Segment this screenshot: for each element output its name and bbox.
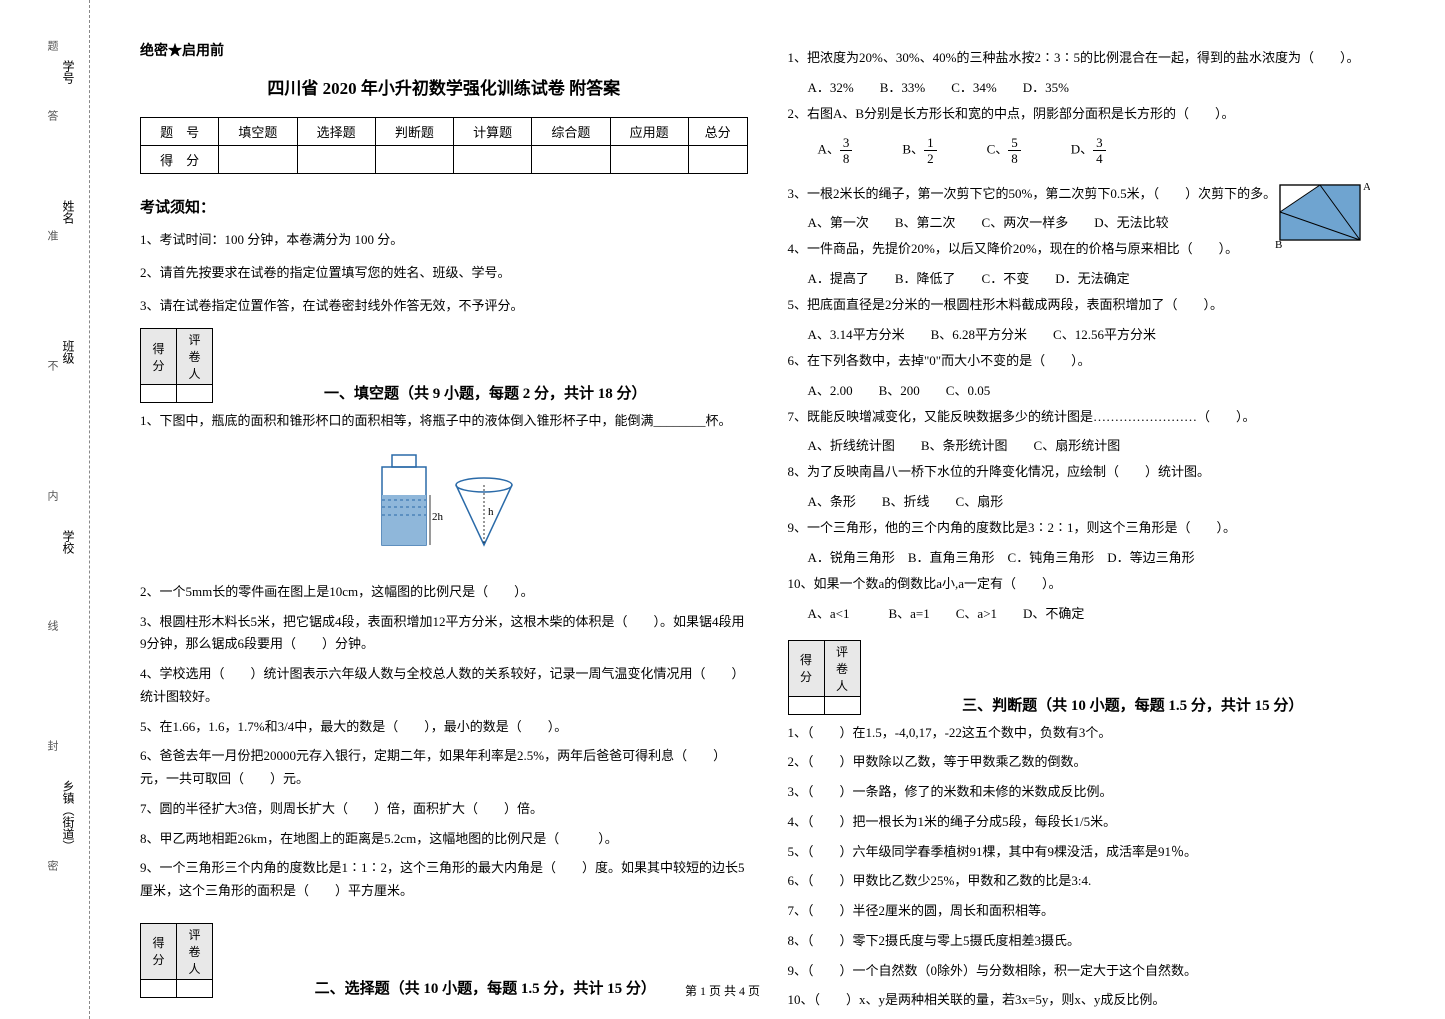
options: A、2.00 B、200 C、0.05 [808,380,1396,399]
opt-label: B、 [902,141,924,156]
right-column: 1、把浓度为20%、30%、40%的三种盐水按2∶3∶5的比例混合在一起，得到的… [768,40,1416,989]
options: A．提高了 B．降低了 C．不变 D．无法确定 [808,268,1396,287]
mini-h: 得分 [141,923,177,979]
mini-h: 评卷人 [177,329,213,385]
section-title: 三、判断题（共 10 小题，每题 1.5 分，共计 15 分） [871,694,1396,715]
svg-text:B: B [1275,239,1282,250]
score-cell [532,146,610,174]
options: A、折线统计图 B、条形统计图 C、扇形统计图 [808,435,1396,454]
notice-heading: 考试须知： [140,196,748,217]
binding-mark: 答 [44,110,60,121]
question: 1、把浓度为20%、30%、40%的三种盐水按2∶3∶5的比例混合在一起，得到的… [788,47,1396,70]
options: A．32% B．33% C．34% D．35% [808,77,1396,96]
score-header: 填空题 [219,118,297,146]
grade-mini-table: 得分评卷人 [140,328,213,403]
question: 2、右图A、B分别是长方形长和宽的中点，阴影部分面积是长方形的（ ）。 [788,103,1396,126]
notice-item: 3、请在试卷指定位置作答，在试卷密封线外作答无效，不予评分。 [140,295,748,314]
question: 7、（ ）半径2厘米的圆，周长和面积相等。 [788,900,1396,923]
score-header: 综合题 [532,118,610,146]
mini-h: 得分 [141,329,177,385]
question: 10、如果一个数a的倒数比a小,a一定有（ ）。 [788,573,1396,596]
question: 5、在1.66，1.6，1.7%和3/4中，最大的数是（ ），最小的数是（ ）。 [140,716,748,739]
question: 5、把底面直径是2分米的一根圆柱形木料截成两段，表面积增加了（ ）。 [788,294,1396,317]
score-cell [297,146,375,174]
section-title: 一、填空题（共 9 小题，每题 2 分，共计 18 分） [223,382,748,403]
binding-margin: 学号 姓名 班级 学校 乡镇（街道） 题 答 准 不 内 线 封 密 [0,0,90,1019]
binding-field-town: 乡镇（街道） [60,780,77,852]
question: 1、下图中，瓶底的面积和锥形杯口的面积相等，将瓶子中的液体倒入锥形杯子中，能倒满… [140,410,748,433]
binding-mark: 线 [44,620,60,631]
svg-text:A: A [1363,181,1370,193]
score-row-label: 得 分 [141,146,219,174]
question: 6、爸爸去年一月份把20000元存入银行，定期二年，如果年利率是2.5%，两年后… [140,745,748,791]
question: 1、（ ）在1.5，-4,0,17，-22这五个数中，负数有3个。 [788,722,1396,745]
score-header: 总分 [688,118,747,146]
svg-text:2h: 2h [432,511,444,523]
question: 8、（ ）零下2摄氏度与零上5摄氏度相差3摄氏。 [788,930,1396,953]
score-header: 判断题 [375,118,453,146]
question: 9、一个三角形三个内角的度数比是1∶1∶2，这个三角形的最大内角是（ ）度。如果… [140,857,748,903]
question: 4、（ ）把一根长为1米的绳子分成5段，每段长1/5米。 [788,811,1396,834]
question: 9、一个三角形，他的三个内角的度数比是3∶2∶1，则这个三角形是（ ）。 [788,517,1396,540]
score-header: 计算题 [454,118,532,146]
binding-mark: 封 [44,740,60,751]
score-header: 选择题 [297,118,375,146]
score-cell [688,146,747,174]
svg-text:h: h [488,506,494,518]
question: 2、（ ）甲数除以乙数，等于甲数乘乙数的倒数。 [788,751,1396,774]
question: 7、圆的半径扩大3倍，则周长扩大（ ）倍，面积扩大（ ）倍。 [140,798,748,821]
options: A、条形 B、折线 C、扇形 [808,491,1396,510]
page-footer: 第 1 页 共 4 页 [0,982,1445,999]
binding-mark: 题 [44,40,60,51]
question: 2、一个5mm长的零件画在图上是10cm，这幅图的比例尺是（ ）。 [140,581,748,604]
question: 9、（ ）一个自然数（0除外）与分数相除，积一定大于这个自然数。 [788,960,1396,983]
grade-mini-table: 得分评卷人 [788,640,861,715]
binding-field-name: 姓名 [60,200,77,224]
question: 5、（ ）六年级同学春季植树91棵，其中有9棵没活，成活率是91％。 [788,841,1396,864]
question: 7、既能反映增减变化，又能反映数据多少的统计图是……………………（ ）。 [788,406,1396,429]
question: 6、在下列各数中，去掉"0"而大小不变的是（ ）。 [788,350,1396,373]
opt-label: A、 [818,141,840,156]
left-column: 绝密★启用前 四川省 2020 年小升初数学强化训练试卷 附答案 题 号 填空题… [120,40,768,989]
notice-item: 1、考试时间：100 分钟，本卷满分为 100 分。 [140,229,748,248]
mini-h: 得分 [788,640,824,696]
question: 3、（ ）一条路，修了的米数和未修的米数成反比例。 [788,781,1396,804]
question: 8、为了反映南昌八一桥下水位的升降变化情况，应绘制（ ）统计图。 [788,461,1396,484]
fraction-options: A、38 B、12 C、58 D、34 [818,136,1396,165]
options: A、3.14平方分米 B、6.28平方分米 C、12.56平方分米 [808,324,1396,343]
bottle-cone-figure: 2h h [140,445,748,569]
question: 6、（ ）甲数比乙数少25%，甲数和乙数的比是3:4. [788,870,1396,893]
rectangle-figure: A B [1275,180,1370,254]
mini-h: 评卷人 [177,923,213,979]
score-header: 应用题 [610,118,688,146]
score-cell [219,146,297,174]
binding-field-class: 班级 [60,340,77,364]
score-header: 题 号 [141,118,219,146]
score-cell [454,146,532,174]
question: 4、学校选用（ ）统计图表示六年级人数与全校总人数的关系较好，记录一周气温变化情… [140,663,748,709]
question: 8、甲乙两地相距26km，在地图上的距离是5.2cm，这幅地图的比例尺是（ ）。 [140,828,748,851]
binding-field-school: 学校 [60,530,77,554]
page-title: 四川省 2020 年小升初数学强化训练试卷 附答案 [140,74,748,99]
options: A、a<1 B、a=1 C、a>1 D、不确定 [808,603,1396,622]
score-cell [375,146,453,174]
score-cell [610,146,688,174]
score-table: 题 号 填空题 选择题 判断题 计算题 综合题 应用题 总分 得 分 [140,117,748,174]
options: A．锐角三角形 B．直角三角形 C．钝角三角形 D．等边三角形 [808,547,1396,566]
question: 3、根圆柱形木料长5米，把它锯成4段，表面积增加12平方分米，这根木柴的体积是（… [140,611,748,657]
mini-h: 评卷人 [824,640,860,696]
opt-label: D、 [1071,141,1093,156]
binding-mark: 内 [44,490,60,501]
binding-field-id: 学号 [60,60,77,84]
secret-label: 绝密★启用前 [140,40,748,60]
binding-mark: 准 [44,230,60,241]
binding-mark: 密 [44,860,60,871]
opt-label: C、 [987,141,1009,156]
notice-item: 2、请首先按要求在试卷的指定位置填写您的姓名、班级、学号。 [140,262,748,281]
binding-mark: 不 [44,360,60,371]
